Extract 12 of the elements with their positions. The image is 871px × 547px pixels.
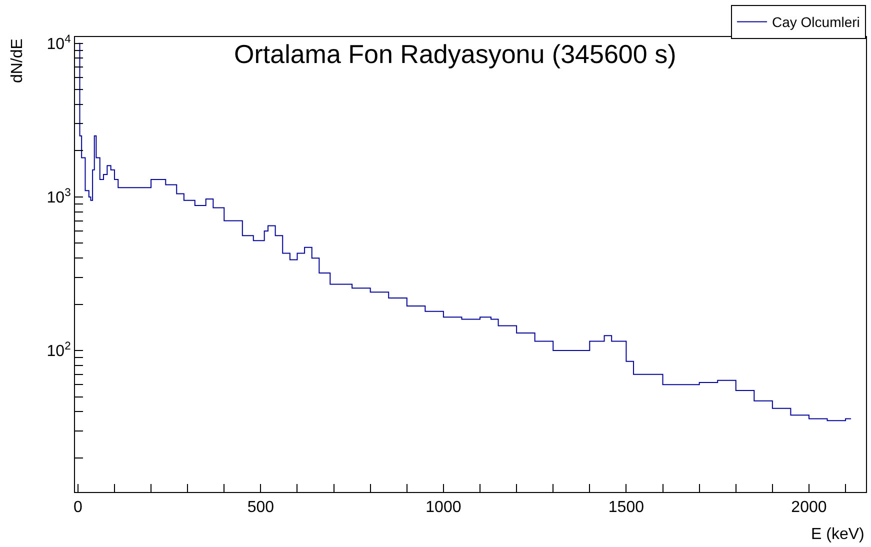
chart-title: Ortalama Fon Radyasyonu (345600 s) [234, 39, 676, 69]
x-tick-label: 1000 [426, 499, 462, 516]
x-tick-label: 0 [73, 499, 82, 516]
y-tick-label: 10$^{2}$ [46, 340, 71, 360]
y-tick-label: 10$^{3}$ [46, 186, 71, 207]
x-tick-label: 500 [247, 499, 274, 516]
y-axis-title: dN/dE [9, 38, 26, 84]
x-axis-title: E (keV) [811, 526, 864, 543]
y-tick-label: 10$^{4}$ [46, 33, 71, 53]
x-tick-label: 2000 [791, 499, 827, 516]
x-tick-label: 1500 [608, 499, 644, 516]
legend-label: Cay Olcumleri [772, 14, 860, 30]
